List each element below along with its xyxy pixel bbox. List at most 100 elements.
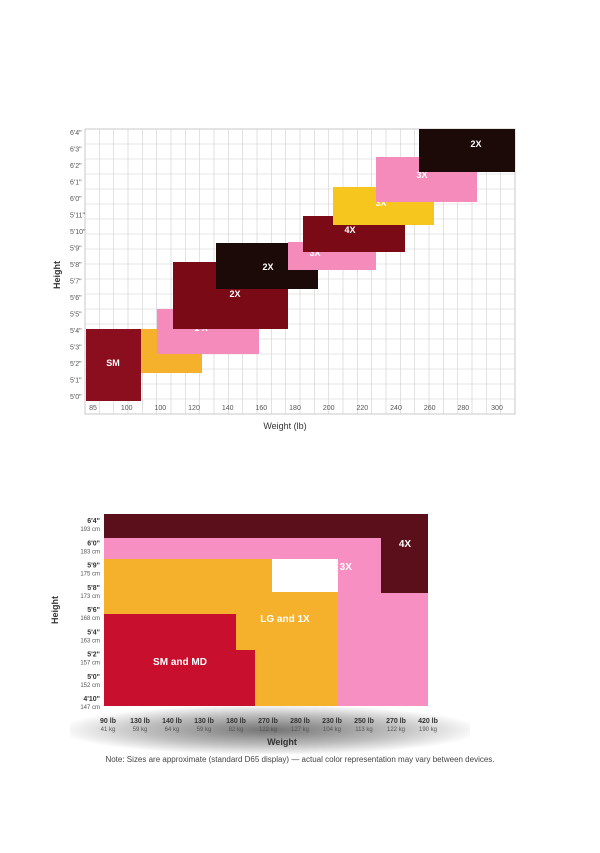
x-tick-label: 130 lb xyxy=(194,718,214,725)
x-tick-sublabel: 59 kg xyxy=(197,727,212,733)
x-tick-label: 280 lb xyxy=(290,718,310,725)
y-tick-label: 6'2" xyxy=(70,163,82,170)
y-tick-sublabel: 152 cm xyxy=(80,683,100,689)
y-tick-label: 6'0" xyxy=(87,540,100,547)
y-tick-label: 6'3" xyxy=(70,147,82,154)
x-tick-label: 85 xyxy=(89,405,97,412)
y-tick-label: 5'4" xyxy=(87,629,100,636)
x-tick-label: 100 xyxy=(121,405,133,412)
x-axis-title: Weight (lb) xyxy=(263,421,306,431)
x-tick-label: 420 lb xyxy=(418,718,438,725)
y-axis-title: Height xyxy=(50,596,60,624)
size-label: 3X xyxy=(375,198,386,208)
x-tick-label: 180 lb xyxy=(226,718,246,725)
x-tick-sublabel: 190 kg xyxy=(419,727,437,733)
x-axis-title: Weight xyxy=(267,737,297,747)
y-axis-ticks: 6'4" 193 cm 6'0" 183 cm 5'9" 175 cm 5'8" 173 cm… xyxy=(80,518,100,711)
size-label: 3X xyxy=(309,248,320,258)
y-tick-label: 5'10" xyxy=(70,229,86,236)
x-axis-ticks: 85 100 100 120 140 160 180 200 220 240 260 280 300 xyxy=(89,405,503,412)
region-label: LG and 1X xyxy=(260,614,310,625)
size-block xyxy=(86,329,141,401)
y-tick-label: 5'7" xyxy=(70,279,82,286)
size-blocks: SMLD1 X2X2X3X4X3X3X2X xyxy=(86,129,515,401)
x-tick-label: 230 lb xyxy=(322,718,342,725)
y-tick-sublabel: 163 cm xyxy=(80,638,100,644)
y-tick-label: 5'8" xyxy=(87,585,100,592)
y-tick-sublabel: 183 cm xyxy=(80,549,100,555)
region-label: 4X xyxy=(399,539,412,550)
size-area-chart: 4X 2X and 3X LG and 1X SM and MD 6'4" 193 cm… xyxy=(50,514,438,747)
y-tick-sublabel: 157 cm xyxy=(80,661,100,667)
x-tick-label: 220 xyxy=(356,405,368,412)
y-tick-sublabel: 193 cm xyxy=(80,527,100,533)
x-tick-label: 200 xyxy=(323,405,335,412)
x-tick-label: 90 lb xyxy=(100,718,116,725)
x-tick-label: 140 lb xyxy=(162,718,182,725)
x-tick-label: 240 xyxy=(390,405,402,412)
size-label: 2X xyxy=(229,289,240,299)
size-grid-chart: SMLD1 X2X2X3X4X3X3X2X 5'0"5'1"5'2"5'3"5'… xyxy=(52,128,516,431)
x-axis-ticks: 90 lb 41 kg 130 lb 59 kg 140 lb 64 kg 130 lb 59… xyxy=(100,718,438,733)
y-tick-label: 5'3" xyxy=(70,345,82,352)
y-tick-sublabel: 175 cm xyxy=(80,572,100,578)
x-tick-sublabel: 64 kg xyxy=(165,727,180,733)
y-tick-label: 6'4" xyxy=(70,130,82,137)
x-tick-label: 270 lb xyxy=(258,718,278,725)
region-label: SM and MD xyxy=(153,657,207,668)
x-tick-label: 300 xyxy=(491,405,503,412)
y-axis-ticks: 5'0" 5'1" 5'2" 5'3" 5'4" 5'5" 5'6" 5'7" 5'8" 5'9"… xyxy=(70,130,86,401)
x-tick-label: 160 xyxy=(255,405,267,412)
x-tick-label: 140 xyxy=(222,405,234,412)
x-tick-sublabel: 59 kg xyxy=(133,727,148,733)
y-tick-label: 5'0" xyxy=(70,394,82,401)
y-tick-label: 5'0" xyxy=(87,674,100,681)
y-tick-sublabel: 173 cm xyxy=(80,594,100,600)
x-tick-label: 130 lb xyxy=(130,718,150,725)
y-tick-label: 5'2" xyxy=(87,652,100,659)
y-tick-label: 5'6" xyxy=(70,295,82,302)
y-tick-label: 5'9" xyxy=(70,246,82,253)
size-label: 4X xyxy=(344,225,355,235)
size-region xyxy=(104,514,428,593)
y-tick-sublabel: 147 cm xyxy=(80,705,100,711)
x-tick-label: 260 xyxy=(424,405,436,412)
size-region xyxy=(104,538,428,706)
y-tick-label: 5'4" xyxy=(70,328,82,335)
y-tick-label: 5'5" xyxy=(70,312,82,319)
chart-shadow xyxy=(70,706,470,754)
y-tick-label: 5'8" xyxy=(70,262,82,269)
y-tick-label: 6'1" xyxy=(70,180,82,187)
size-region xyxy=(104,559,338,706)
y-tick-label: 6'0" xyxy=(70,196,82,203)
y-tick-label: 5'2" xyxy=(70,361,82,368)
x-tick-sublabel: 113 kg xyxy=(355,727,373,733)
x-tick-sublabel: 122 kg xyxy=(387,727,405,733)
x-tick-sublabel: 104 kg xyxy=(323,727,341,733)
size-label: 2X xyxy=(470,139,481,149)
size-label: 2X xyxy=(262,262,273,272)
x-tick-sublabel: 41 kg xyxy=(101,727,116,733)
y-tick-sublabel: 168 cm xyxy=(80,616,100,622)
y-axis-title: Height xyxy=(52,261,62,289)
size-regions: 4X 2X and 3X LG and 1X SM and MD xyxy=(104,514,428,706)
x-tick-sublabel: 122 kg xyxy=(259,727,277,733)
size-block xyxy=(419,129,515,172)
y-tick-label: 5'9" xyxy=(87,563,100,570)
x-tick-label: 180 xyxy=(289,405,301,412)
y-tick-label: 5'6" xyxy=(87,607,100,614)
x-tick-label: 280 xyxy=(457,405,469,412)
y-tick-label: 4'10" xyxy=(83,696,100,703)
y-tick-label: 5'1" xyxy=(70,378,82,385)
size-label: SM xyxy=(106,358,120,368)
footnote: Note: Sizes are approximate (standard D6… xyxy=(105,755,495,764)
x-tick-sublabel: 127 kg xyxy=(291,727,309,733)
size-region xyxy=(104,614,255,706)
y-tick-label: 6'4" xyxy=(87,518,100,525)
region-label: 2X and 3X xyxy=(304,562,352,573)
x-tick-label: 100 xyxy=(154,405,166,412)
x-tick-label: 270 lb xyxy=(386,718,406,725)
x-tick-sublabel: 82 kg xyxy=(229,727,244,733)
y-tick-label: 5'11" xyxy=(70,213,85,220)
x-tick-label: 250 lb xyxy=(354,718,374,725)
